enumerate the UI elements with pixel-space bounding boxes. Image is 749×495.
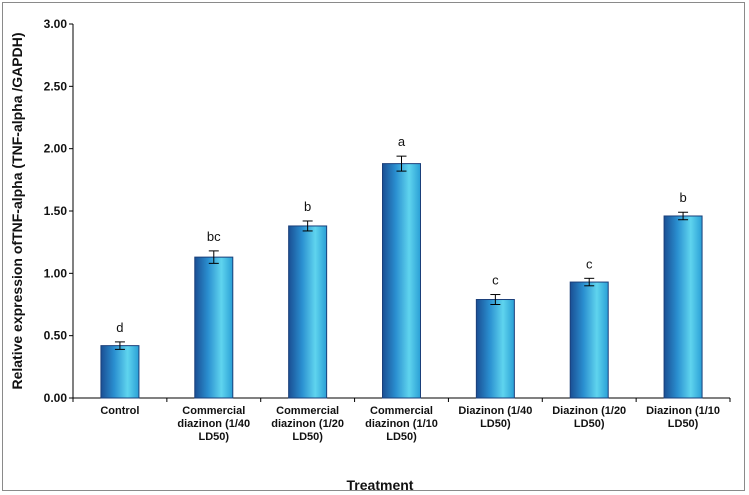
significance-label: a — [398, 134, 406, 149]
y-tick-label: 1.00 — [44, 266, 68, 280]
significance-label: b — [304, 199, 311, 214]
y-tick-label: 2.50 — [44, 79, 68, 93]
x-tick-label: Diazinon (1/40 LD50) — [458, 405, 532, 430]
significance-label: c — [586, 256, 593, 271]
bars: d bc b a c c b — [100, 134, 703, 399]
significance-label: bc — [207, 229, 221, 244]
significance-label: d — [116, 320, 123, 335]
bar — [475, 299, 515, 399]
y-ticks: 0.00 0.50 1.00 1.50 2.00 2.50 3.00 — [44, 17, 73, 405]
bar — [100, 345, 140, 399]
bar — [663, 215, 703, 399]
chart-frame — [2, 2, 745, 491]
x-tick-label: Diazinon (1/10 LD50) — [646, 405, 720, 430]
bar — [288, 225, 328, 399]
x-tick-label: Diazinon (1/20 LD50) — [552, 405, 626, 430]
category-labels: Control Commercial diazinon (1/40 LD50) Comm… — [100, 405, 720, 443]
y-tick-label: 0.00 — [44, 391, 68, 405]
x-tick-label: Control — [100, 405, 139, 417]
bar-group: a — [382, 134, 421, 399]
x-ticks — [72, 398, 731, 402]
y-tick-label: 2.00 — [44, 142, 68, 156]
y-axis-title: Relative expression ofTNF-alpha (TNF-alp… — [9, 32, 25, 389]
bar-group: c — [569, 256, 609, 399]
y-tick-label: 3.00 — [44, 17, 68, 31]
x-tick-label: Commercial diazinon (1/40 LD50) — [177, 405, 250, 443]
x-tick-label: Commercial diazinon (1/20 LD50) — [271, 405, 344, 443]
y-tick-label: 0.50 — [44, 329, 68, 343]
bar-group: b — [288, 199, 328, 399]
bar — [194, 256, 234, 399]
bar-group: d — [100, 320, 140, 399]
bar-group: c — [475, 273, 515, 399]
x-axis-title: Treatment — [347, 477, 414, 493]
bar-group: bc — [194, 229, 234, 399]
bar-group: b — [663, 190, 703, 399]
significance-label: b — [679, 190, 686, 205]
bar — [382, 163, 421, 399]
bar — [569, 281, 609, 399]
y-tick-label: 1.50 — [44, 204, 68, 218]
x-tick-label: Commercial diazinon (1/10 LD50) — [365, 405, 438, 443]
significance-label: c — [492, 273, 499, 288]
